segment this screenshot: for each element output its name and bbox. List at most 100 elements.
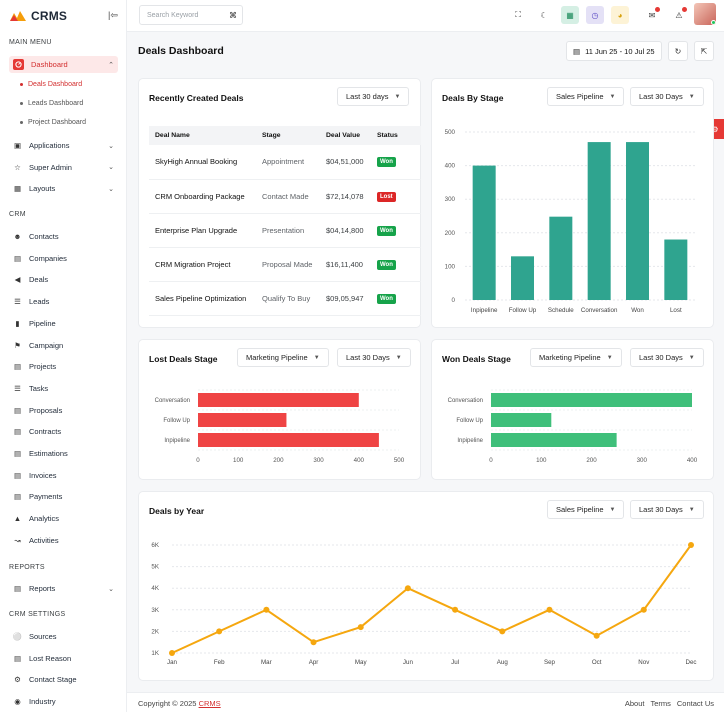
table-row[interactable]: Enterprise Plan Upgrade Presentation $04,1… <box>149 213 421 248</box>
x-tick-label: Lost <box>670 307 682 314</box>
chevron-down-icon: ⌄ <box>108 142 114 150</box>
sidebar-item-contacts[interactable]: ☻ Contacts <box>9 228 118 245</box>
footer-link-contact-us[interactable]: Contact Us <box>676 699 714 708</box>
companies-icon: ▤ <box>13 253 22 263</box>
section-reports: REPORTS <box>9 564 45 571</box>
footer-link-about[interactable]: About <box>624 699 645 708</box>
pipeline-dropdown[interactable]: Sales Pipeline ▼ <box>547 87 625 106</box>
logo[interactable]: CRMS <box>0 0 126 32</box>
bar <box>198 413 287 427</box>
x-tick-label: 400 <box>687 457 698 464</box>
sidebar-item-pipeline[interactable]: ▮ Pipeline <box>9 315 118 332</box>
card-title: Won Deals Stage <box>442 354 511 364</box>
apps-grid-icon[interactable]: ▦ <box>561 6 579 24</box>
calendar-icon: ▤ <box>573 46 581 56</box>
x-tick-label: 0 <box>196 457 200 464</box>
sidebar-subitem-deals-dashboard[interactable]: Deals Dashboard <box>20 81 82 88</box>
collapse-sidebar-icon[interactable]: |⇦ <box>108 10 118 20</box>
sidebar-item-applications[interactable]: ▣ Applications ⌄ <box>9 137 118 154</box>
sidebar-item-super-admin[interactable]: ☆ Super Admin ⌄ <box>9 159 118 176</box>
chevron-down-icon: ▼ <box>688 506 695 513</box>
messages-icon[interactable]: ✉ <box>643 6 661 24</box>
sidebar-item-campaign[interactable]: ⚑ Campaign <box>9 337 118 354</box>
fullscreen-icon[interactable]: ⛶ <box>515 10 521 19</box>
sidebar-item-contracts[interactable]: ▤ Contracts <box>9 423 118 440</box>
sidebar-item-companies[interactable]: ▤ Companies <box>9 250 118 267</box>
period-dropdown[interactable]: Last 30 Days ▼ <box>630 348 704 367</box>
bar <box>472 165 496 300</box>
table-row[interactable]: CRM Migration Project Proposal Made $16,11… <box>149 247 421 282</box>
sidebar-item-label: Tasks <box>29 383 49 393</box>
data-point <box>452 606 459 613</box>
search-input[interactable]: Search Keyword ⌘ <box>139 5 243 25</box>
refresh-icon[interactable]: ↻ <box>668 41 688 61</box>
collapse-header-icon[interactable]: ⇱ <box>694 41 714 61</box>
sidebar-item-invoices[interactable]: ▤ Invoices <box>9 467 118 484</box>
sidebar-item-estimations[interactable]: ▤ Estimations <box>9 445 118 462</box>
timer-icon[interactable]: ◕ <box>611 6 629 24</box>
status-badge: Won <box>377 293 396 304</box>
avatar[interactable] <box>694 3 716 25</box>
deal-value-cell: $16,11,400 <box>320 247 371 282</box>
date-range-picker[interactable]: ▤ 11 Jun 25 - 10 Jul 25 <box>566 41 662 61</box>
x-tick-label: Apr <box>309 659 319 666</box>
sidebar-item-analytics[interactable]: ▲ Analytics <box>9 510 118 527</box>
sidebar-item-proposals[interactable]: ▤ Proposals <box>9 402 118 419</box>
clock-icon[interactable]: ◷ <box>586 6 604 24</box>
section-crm-settings: CRM SETTINGS <box>9 611 66 618</box>
sidebar-item-contact-stage[interactable]: ⚙ Contact Stage <box>9 671 118 688</box>
pipeline-dropdown[interactable]: Marketing Pipeline ▼ <box>530 348 622 367</box>
notifications-bell-icon[interactable]: ⚠ <box>670 6 688 24</box>
y-tick-label: 0 <box>452 297 456 304</box>
pipeline-dropdown[interactable]: Marketing Pipeline ▼ <box>237 348 329 367</box>
period-dropdown[interactable]: Last 30 Days ▼ <box>630 500 704 519</box>
contact-stage-icon: ⚙ <box>14 675 21 685</box>
sidebar-subitem-project-dashboard[interactable]: Project Dashboard <box>20 119 86 126</box>
sidebar-item-label: Contact Stage <box>29 675 77 685</box>
table-row[interactable]: SkyHigh Annual Booking Appointment $04,51,… <box>149 145 421 180</box>
sidebar-item-projects[interactable]: ▤ Projects <box>9 358 118 375</box>
deals-table: Deal Name Stage Deal Value Status SkyHig… <box>149 126 421 316</box>
chevron-down-icon: ▼ <box>609 506 616 513</box>
dark-mode-icon[interactable]: ☾ <box>540 10 548 20</box>
sidebar-item-lost-reason[interactable]: ▤ Lost Reason <box>9 650 118 667</box>
sidebar-item-label: Invoices <box>29 470 57 480</box>
sidebar-item-deals[interactable]: ◀ Deals <box>9 271 118 288</box>
y-tick-label: Inpipeline <box>164 438 190 444</box>
y-tick-label: Conversation <box>155 398 190 404</box>
footer-link-terms[interactable]: Terms <box>650 699 671 708</box>
sidebar-item-sources[interactable]: ⚪ Sources <box>9 628 118 645</box>
y-tick-label: 1K <box>151 650 159 657</box>
deal-stage-cell: Qualify To Buy <box>256 281 320 316</box>
sidebar-item-payments[interactable]: ▤ Payments <box>9 488 118 505</box>
sidebar-subitem-leads-dashboard[interactable]: Leads Dashboard <box>20 100 83 107</box>
period-dropdown[interactable]: Last 30 days ▼ <box>337 87 410 106</box>
x-tick-label: 100 <box>233 457 244 464</box>
x-tick-label: May <box>355 659 368 666</box>
sidebar-item-reports[interactable]: ▤ Reports ⌄ <box>9 580 118 597</box>
sidebar-item-tasks[interactable]: ☰ Tasks <box>9 380 118 397</box>
sidebar-item-industry[interactable]: ◉ Industry <box>9 693 118 710</box>
reports-icon: ▤ <box>13 584 22 593</box>
deal-value-cell: $04,51,000 <box>320 145 371 180</box>
deal-name-cell: CRM Onboarding Package <box>149 179 256 214</box>
table-header-row: Deal Name Stage Deal Value Status <box>149 126 421 145</box>
x-tick-label: 500 <box>394 457 405 464</box>
x-tick-label: Jul <box>451 659 459 666</box>
sidebar-item-label: Proposals <box>29 405 63 415</box>
copyright-text: Copyright © 2025 <box>138 699 197 708</box>
x-tick-label: 300 <box>313 457 324 464</box>
footer-brand-link[interactable]: CRMS <box>198 699 221 708</box>
table-row[interactable]: Sales Pipeline Optimization Qualify To Bu… <box>149 281 421 316</box>
pipeline-dropdown[interactable]: Sales Pipeline ▼ <box>547 500 625 519</box>
period-dropdown[interactable]: Last 30 Days ▼ <box>630 87 704 106</box>
sidebar-item-activities[interactable]: ↝ Activities <box>9 532 118 549</box>
sidebar-item-leads[interactable]: ☰ Leads <box>9 293 118 310</box>
sidebar-item-layouts[interactable]: ▦ Layouts ⌄ <box>9 180 118 197</box>
page-title: Deals Dashboard <box>138 45 224 57</box>
sidebar-item-dashboard[interactable]: Dashboard ⌃ <box>9 56 118 73</box>
period-dropdown[interactable]: Last 30 Days ▼ <box>337 348 411 367</box>
card-title: Deals By Stage <box>442 93 504 103</box>
section-main-menu: MAIN MENU <box>9 39 52 46</box>
table-row[interactable]: CRM Onboarding Package Contact Made $72,14… <box>149 179 421 214</box>
